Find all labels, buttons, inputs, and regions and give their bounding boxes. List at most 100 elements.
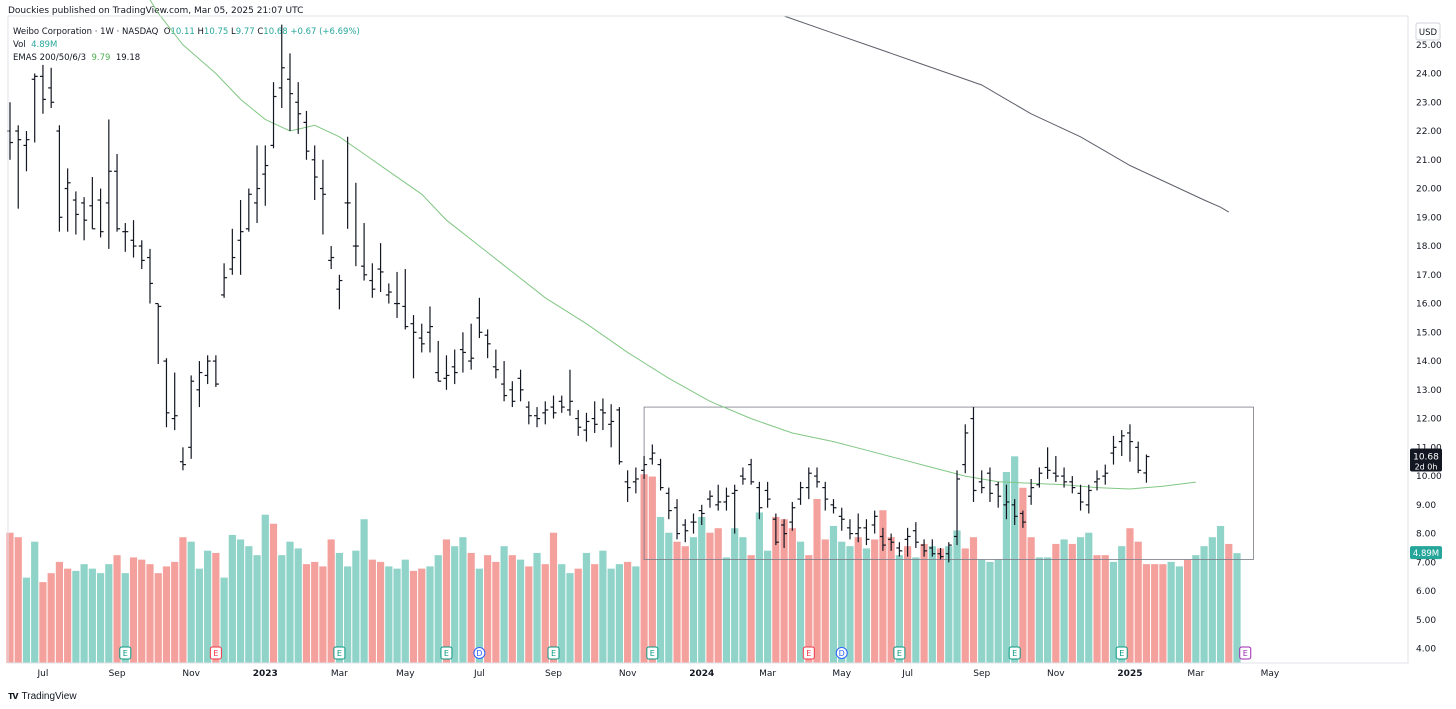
legend-volume-row[interactable]: Vol 4.89M [13, 39, 360, 52]
x-tick-label: Jul [37, 669, 49, 679]
ohlc-bar [608, 404, 615, 448]
ohlc-bar [352, 182, 359, 267]
ohlc-bar [986, 467, 993, 502]
ohlc-bar [838, 507, 845, 531]
volume-bar [854, 537, 862, 663]
volume-bar [1068, 543, 1076, 663]
y-tick-label: 17.00 [1416, 271, 1442, 281]
ohlc-bar [739, 467, 746, 485]
dividend-marker[interactable]: D [835, 647, 848, 659]
volume-bar [459, 537, 467, 663]
dividend-marker-circle [473, 647, 486, 659]
earnings-marker[interactable]: E [440, 646, 453, 660]
ohlc-bar [188, 375, 195, 459]
ohlc-bar [591, 401, 598, 433]
ohlc-bar [649, 444, 656, 465]
earnings-marker[interactable]: E [893, 646, 906, 660]
x-tick-label: May [832, 669, 851, 679]
ohlc-bar [138, 240, 145, 270]
event-marker-label: E [123, 649, 128, 658]
volume-bar [673, 541, 681, 663]
dividend-marker-circle [835, 647, 848, 659]
volume-bar [1002, 472, 1011, 663]
ohlc-bar [830, 499, 837, 514]
legend-emas-row[interactable]: EMAS 200/50/6/3 9.79 19.18 [13, 52, 360, 65]
volume-bar [500, 546, 508, 663]
volume-bar [1076, 537, 1085, 663]
earnings-marker[interactable]: E [1115, 646, 1128, 660]
ohlc-bar [814, 467, 821, 488]
ohlc-bar [748, 458, 755, 485]
ohlc-bar [1077, 484, 1084, 511]
y-tick-label: 18.00 [1416, 242, 1442, 252]
ohlc-bar [394, 271, 401, 318]
x-tick-label: Mar [331, 669, 348, 679]
volume-bar [14, 537, 22, 663]
volume-bar [1192, 555, 1200, 663]
legend-symbol-row[interactable]: Weibo Corporation · 1W · NASDAQ O10.11 H… [13, 26, 360, 39]
volume-bar [1233, 553, 1241, 663]
ohlc-bar [896, 542, 903, 557]
earnings-marker[interactable]: E [802, 646, 815, 660]
ohlc-bar [31, 73, 38, 143]
dividend-marker[interactable]: D [473, 647, 486, 659]
volume-bar [121, 573, 129, 663]
ohlc-bar [888, 533, 895, 551]
volume-bar [204, 550, 212, 663]
ohlc-bar [163, 358, 170, 428]
x-tick-label: Jul [901, 669, 913, 679]
x-tick-label: 2024 [689, 669, 714, 679]
volume-bar [566, 573, 574, 663]
volume-bar [731, 528, 739, 663]
earnings-marker[interactable]: E [1239, 646, 1252, 660]
ohlc-bar [344, 136, 351, 229]
ohlc-bar [48, 67, 55, 109]
volume-bar [986, 561, 994, 663]
volume-bar [401, 559, 409, 663]
earnings-marker[interactable]: E [209, 646, 222, 660]
volume-bar [689, 537, 698, 663]
change-value: +0.67 (+6.69%) [290, 27, 360, 37]
volume-bar [755, 512, 763, 663]
volume-bar [467, 552, 475, 663]
chart-legend: Weibo Corporation · 1W · NASDAQ O10.11 H… [13, 26, 360, 65]
x-tick-label: Sep [973, 669, 990, 679]
volume-bar [409, 570, 418, 663]
ohlc-bar [23, 131, 30, 172]
ohlc-bar [229, 228, 236, 275]
volume-bar [640, 474, 648, 663]
volume-bar [302, 564, 311, 663]
volume-bar [904, 546, 912, 663]
ohlc-bar [879, 527, 886, 551]
currency-label[interactable]: USD [1419, 28, 1438, 38]
ohlc-bar [245, 188, 252, 232]
volume-bar [278, 555, 286, 663]
volume-bar [632, 566, 640, 663]
earnings-marker[interactable]: E [333, 646, 346, 660]
earnings-marker[interactable]: E [646, 646, 659, 660]
ema200-value: 19.18 [115, 53, 141, 63]
ohlc-bar [641, 455, 648, 479]
earnings-marker[interactable]: E [1008, 646, 1021, 660]
ohlc-bar [682, 519, 689, 543]
event-marker-label: E [897, 649, 902, 658]
volume-bar [1216, 525, 1225, 663]
ohlc-bar [805, 467, 812, 500]
open-label: O [163, 27, 171, 37]
volume-bar [261, 514, 269, 663]
volume-bar [146, 564, 154, 663]
volume-bar [656, 516, 665, 663]
volume-bar [1184, 559, 1192, 663]
earnings-marker[interactable]: E [547, 646, 560, 660]
volume-bar [451, 546, 459, 663]
volume-bar [648, 476, 656, 663]
ohlc-bar [698, 504, 705, 525]
volume-bar [319, 566, 327, 663]
currency-box[interactable] [1415, 22, 1441, 41]
volume-bar [772, 516, 780, 663]
ohlc-bar [295, 82, 302, 134]
ohlc-bar [978, 470, 985, 494]
earnings-marker[interactable]: E [119, 646, 132, 660]
